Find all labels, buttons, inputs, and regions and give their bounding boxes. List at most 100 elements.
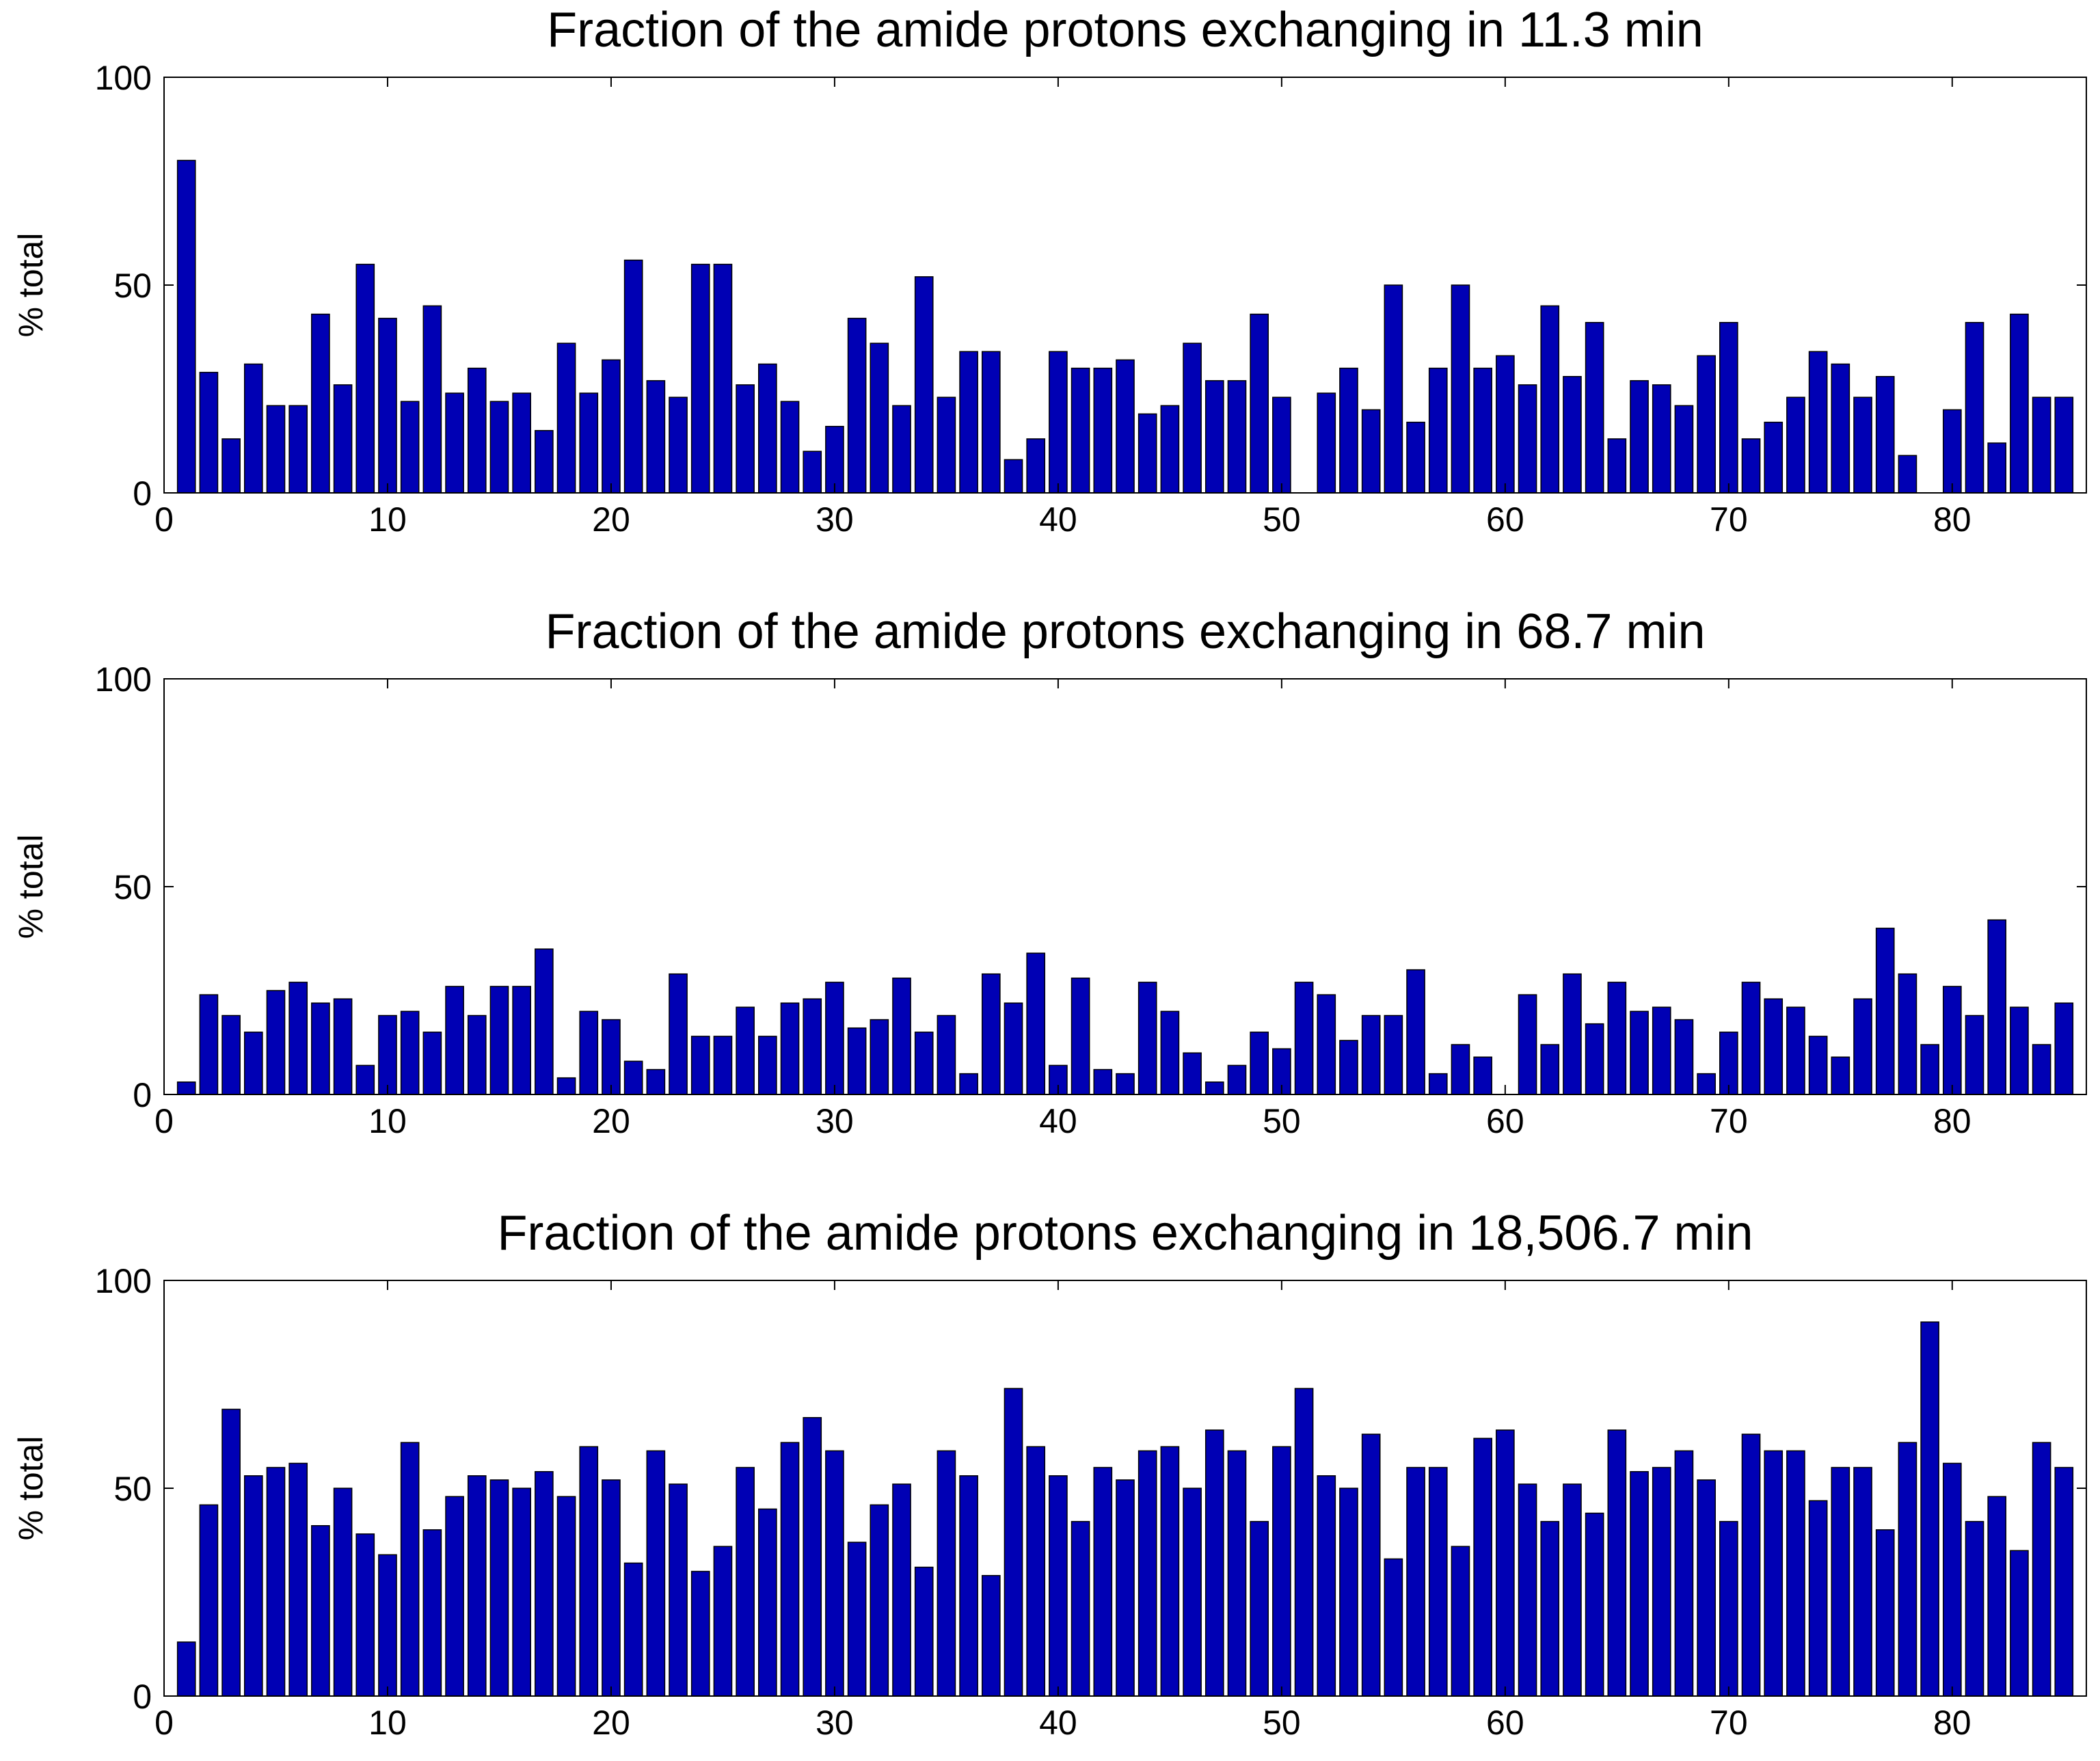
bar xyxy=(1674,1450,1694,1697)
bar xyxy=(1250,313,1269,494)
bar xyxy=(1272,396,1291,494)
bar xyxy=(1898,973,1917,1095)
bar xyxy=(311,313,330,494)
bar xyxy=(1317,994,1336,1095)
bar xyxy=(1071,978,1090,1095)
bar xyxy=(1496,355,1515,494)
bar xyxy=(690,263,710,494)
bar xyxy=(892,978,911,1095)
bar xyxy=(1697,355,1716,494)
bar xyxy=(1630,1010,1649,1095)
bar xyxy=(176,159,196,494)
bar xyxy=(288,982,308,1095)
bar xyxy=(1004,1002,1023,1095)
bar xyxy=(1563,973,1582,1095)
bar xyxy=(981,351,1001,494)
bar xyxy=(803,998,822,1095)
bar xyxy=(1138,413,1157,494)
bar xyxy=(1965,321,1984,494)
bar xyxy=(556,1496,576,1697)
bar xyxy=(803,451,822,494)
bar xyxy=(646,1068,666,1095)
bar xyxy=(2054,396,2074,494)
x-tick-label: 30 xyxy=(816,500,854,539)
bar xyxy=(1585,1023,1604,1095)
bar xyxy=(1630,380,1649,494)
y-tick-label: 0 xyxy=(133,474,152,513)
bar xyxy=(959,351,978,494)
bar xyxy=(1853,396,1872,494)
bar xyxy=(579,392,599,494)
x-tick-label: 20 xyxy=(592,1704,630,1742)
bar xyxy=(1071,1520,1090,1697)
bar xyxy=(1764,421,1783,494)
bar xyxy=(914,1566,934,1697)
bar xyxy=(1786,396,1805,494)
bar xyxy=(1965,1520,1984,1697)
bar xyxy=(892,405,911,494)
bar xyxy=(669,1483,688,1697)
bar xyxy=(2032,396,2051,494)
bar xyxy=(333,998,353,1095)
bar xyxy=(422,305,442,494)
x-tick-label: 40 xyxy=(1039,1102,1077,1140)
y-axis-label: % total xyxy=(12,1436,50,1541)
x-tick-label: 20 xyxy=(592,500,630,539)
bar xyxy=(1630,1470,1649,1697)
bar xyxy=(1361,1014,1381,1095)
bar xyxy=(333,384,353,494)
bar xyxy=(266,1466,286,1697)
bar xyxy=(1227,1064,1247,1095)
bar xyxy=(1741,982,1761,1095)
bar xyxy=(713,263,733,494)
bar xyxy=(2010,1006,2029,1095)
bar xyxy=(1540,305,1560,494)
bar xyxy=(1987,442,2007,494)
x-tick-label: 0 xyxy=(154,1102,174,1140)
bar xyxy=(243,363,263,494)
bar xyxy=(422,1529,442,1697)
x-tick-label: 10 xyxy=(368,1704,407,1742)
bar xyxy=(1339,1040,1358,1095)
bar xyxy=(1384,1558,1403,1697)
bar xyxy=(1674,1019,1694,1095)
bar xyxy=(243,1032,263,1095)
bar xyxy=(736,384,755,494)
bar xyxy=(1652,1006,1671,1095)
bar xyxy=(1294,982,1314,1095)
x-tick-label: 70 xyxy=(1710,1704,1748,1742)
bar xyxy=(288,1462,308,1697)
bar xyxy=(266,990,286,1095)
bar xyxy=(199,994,219,1095)
bar xyxy=(981,1574,1001,1697)
bar xyxy=(1317,1475,1336,1697)
bar xyxy=(355,1533,375,1697)
bar xyxy=(1652,1466,1671,1697)
bar xyxy=(602,359,621,494)
bar xyxy=(1853,1466,1872,1697)
x-tick-label: 80 xyxy=(1933,1102,1971,1140)
bar xyxy=(1160,1010,1180,1095)
bar xyxy=(1361,409,1381,494)
bar xyxy=(1719,321,1738,494)
bar xyxy=(1406,421,1425,494)
bar xyxy=(669,973,688,1095)
bar xyxy=(512,986,531,1095)
bar xyxy=(870,1019,889,1095)
x-tick-label: 80 xyxy=(1933,500,1971,539)
bar xyxy=(1428,367,1448,494)
bar xyxy=(445,986,464,1095)
bar xyxy=(1049,1475,1068,1697)
bar xyxy=(1272,1446,1291,1697)
chart-panel-1: Fraction of the amide protons exchanging… xyxy=(12,3,2087,539)
bar xyxy=(1004,1388,1023,1697)
bar xyxy=(1808,1500,1828,1697)
bar xyxy=(1585,321,1604,494)
bar xyxy=(892,1483,911,1697)
bar xyxy=(1026,1446,1046,1697)
bar xyxy=(1719,1032,1738,1095)
bar xyxy=(1183,1488,1202,1697)
x-tick-label: 0 xyxy=(154,1704,174,1742)
bar xyxy=(579,1446,599,1697)
